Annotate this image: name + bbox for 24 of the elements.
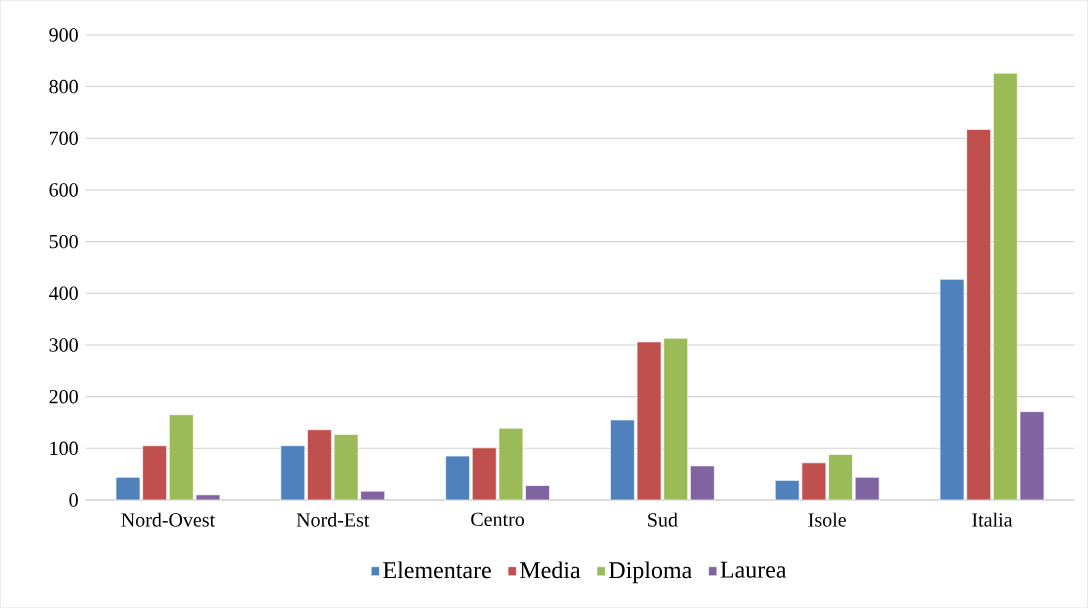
x-tick-label: Nord-Est <box>296 512 370 527</box>
legend-label: Elementare <box>383 561 491 579</box>
y-tick-label: 100 <box>50 441 78 455</box>
y-tick-label: 900 <box>49 28 78 42</box>
bar <box>445 455 470 501</box>
y-tick-label: 200 <box>49 389 78 404</box>
x-tick-label: Sud <box>648 512 678 527</box>
x-tick-label: Centro <box>471 512 525 526</box>
y-tick-label: 300 <box>49 338 78 352</box>
y-tick-label: 0 <box>69 493 78 507</box>
y-tick-label: 700 <box>49 131 78 145</box>
bar <box>690 465 715 501</box>
x-tick-label: Isole <box>808 512 846 527</box>
legend-label: Media <box>520 561 581 579</box>
legend-label: Laurea <box>720 561 787 578</box>
y-tick-label: 600 <box>49 183 78 197</box>
y-tick-label: 500 <box>49 234 78 249</box>
x-tick-label: Nord-Ovest <box>121 512 216 527</box>
bar <box>280 445 306 501</box>
y-tick-label: 800 <box>49 79 78 94</box>
x-tick-label: Italia <box>972 512 1013 527</box>
y-tick-label: 400 <box>49 286 78 300</box>
bar <box>854 476 880 501</box>
legend-label: Diploma <box>609 561 692 584</box>
